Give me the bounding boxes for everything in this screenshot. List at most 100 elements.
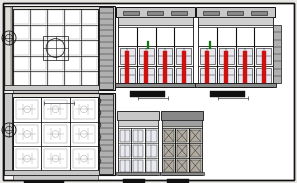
Bar xyxy=(16,100,38,119)
Bar xyxy=(176,48,191,64)
Bar xyxy=(171,11,187,15)
Bar xyxy=(190,130,200,141)
Bar xyxy=(65,72,80,86)
Bar xyxy=(48,26,63,39)
Bar xyxy=(73,100,95,119)
Bar xyxy=(13,175,98,180)
Bar xyxy=(243,51,247,83)
Bar xyxy=(116,172,160,175)
Bar xyxy=(14,41,29,55)
Bar xyxy=(219,68,233,83)
Bar xyxy=(14,72,29,86)
Bar xyxy=(256,48,271,64)
Bar xyxy=(82,57,97,70)
Bar xyxy=(164,160,174,171)
Bar xyxy=(82,26,97,39)
Bar xyxy=(198,9,273,87)
Bar xyxy=(118,113,158,175)
Bar xyxy=(120,68,135,83)
Bar xyxy=(82,41,97,55)
Bar xyxy=(118,17,193,25)
Bar xyxy=(157,68,172,83)
Bar xyxy=(162,128,202,173)
Bar xyxy=(200,48,215,64)
Bar xyxy=(99,94,113,174)
Bar xyxy=(182,51,186,83)
Bar xyxy=(48,10,63,24)
Bar xyxy=(31,41,46,55)
Bar xyxy=(14,57,29,70)
Bar xyxy=(13,97,98,171)
Bar xyxy=(164,145,174,156)
Bar xyxy=(147,11,163,15)
Bar xyxy=(146,145,157,156)
Bar xyxy=(133,160,143,171)
Bar xyxy=(73,125,95,143)
Bar xyxy=(48,72,63,86)
Bar xyxy=(164,130,174,141)
Bar xyxy=(176,68,191,83)
Bar xyxy=(118,27,193,85)
Bar xyxy=(123,11,139,15)
Bar xyxy=(99,7,113,89)
Bar xyxy=(205,51,209,83)
Bar xyxy=(4,85,99,90)
Bar xyxy=(146,130,157,141)
Bar xyxy=(203,11,219,15)
Bar xyxy=(167,179,189,183)
Bar xyxy=(161,111,203,120)
Bar xyxy=(238,68,252,83)
Bar xyxy=(4,93,115,175)
Bar xyxy=(31,72,46,86)
Bar xyxy=(238,48,252,64)
Bar xyxy=(14,10,29,24)
Bar xyxy=(273,25,281,83)
Bar xyxy=(16,125,38,143)
Bar xyxy=(119,130,130,141)
Bar xyxy=(115,83,196,87)
Bar xyxy=(4,6,12,90)
Bar xyxy=(31,10,46,24)
Bar xyxy=(162,113,202,175)
Bar xyxy=(4,6,115,90)
Bar xyxy=(196,7,275,17)
Bar xyxy=(133,145,143,156)
Bar xyxy=(65,57,80,70)
Bar xyxy=(139,48,154,64)
Bar xyxy=(256,68,271,83)
Bar xyxy=(120,48,135,64)
Bar xyxy=(177,160,187,171)
Bar xyxy=(209,41,211,49)
Bar xyxy=(227,11,243,15)
Bar xyxy=(4,170,99,175)
Bar xyxy=(200,68,215,83)
Bar xyxy=(5,7,11,89)
Bar xyxy=(195,83,276,87)
Bar xyxy=(116,7,195,17)
Bar xyxy=(162,120,202,126)
Bar xyxy=(48,41,63,55)
Bar xyxy=(123,179,145,183)
Bar xyxy=(43,36,68,60)
Bar xyxy=(4,93,12,175)
Bar xyxy=(13,9,98,87)
Bar xyxy=(118,9,193,87)
Bar xyxy=(117,111,159,120)
Bar xyxy=(119,145,130,156)
Bar xyxy=(65,10,80,24)
Bar xyxy=(65,26,80,39)
Bar xyxy=(16,149,38,168)
Bar xyxy=(44,149,67,168)
Bar xyxy=(44,100,67,119)
Bar xyxy=(177,130,187,141)
Bar xyxy=(73,149,95,168)
Bar xyxy=(133,130,143,141)
Bar xyxy=(118,120,158,126)
Bar xyxy=(251,11,267,15)
Bar xyxy=(82,72,97,86)
Bar xyxy=(24,181,64,183)
Bar xyxy=(219,48,233,64)
Bar xyxy=(118,128,158,173)
Bar xyxy=(190,145,200,156)
Bar xyxy=(82,10,97,24)
